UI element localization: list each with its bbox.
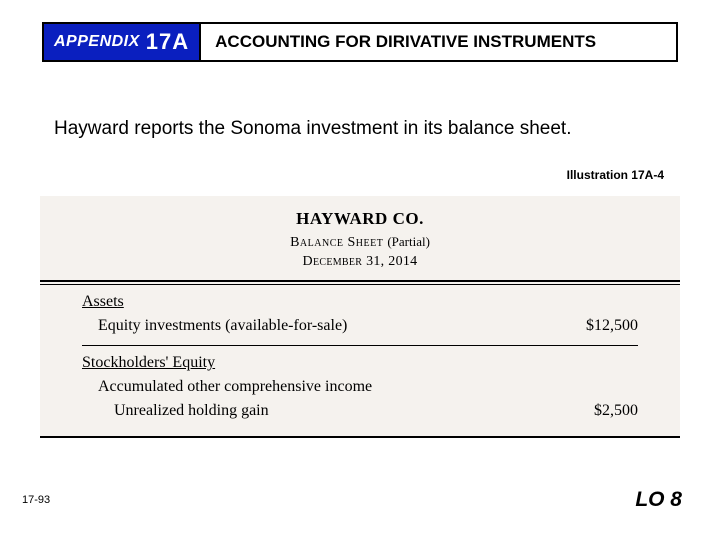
row-unrealized-gain: Unrealized holding gain $2,500 — [82, 402, 638, 420]
balance-sheet-header: HAYWARD CO. Balance Sheet (Partial) Dece… — [40, 208, 680, 272]
appendix-badge: APPENDIX 17A — [42, 22, 201, 62]
sheet-title-paren: (Partial) — [387, 234, 430, 249]
sheet-title-line: Balance Sheet (Partial) — [40, 231, 680, 253]
sheet-date: December 31, 2014 — [40, 253, 680, 272]
appendix-label: APPENDIX — [54, 33, 140, 51]
header-bar: APPENDIX 17A ACCOUNTING FOR DIRIVATIVE I… — [42, 22, 678, 62]
learning-objective-label: LO 8 — [635, 488, 682, 512]
header-title: ACCOUNTING FOR DIRIVATIVE INSTRUMENTS — [215, 32, 596, 52]
row-accum-oci: Accumulated other comprehensive income — [82, 378, 638, 396]
appendix-number: 17A — [146, 29, 189, 55]
intro-text: Hayward reports the Sonoma investment in… — [54, 118, 572, 140]
divider-thick — [40, 280, 680, 282]
balance-sheet-panel: HAYWARD CO. Balance Sheet (Partial) Dece… — [40, 196, 680, 438]
row-label: Accumulated other comprehensive income — [98, 378, 372, 396]
company-name: HAYWARD CO. — [40, 208, 680, 231]
row-value: $12,500 — [586, 317, 638, 335]
illustration-label: Illustration 17A-4 — [567, 168, 664, 182]
sheet-title: Balance Sheet — [290, 235, 383, 250]
row-label: Equity investments (available-for-sale) — [98, 317, 347, 335]
section-stockholders-equity: Stockholders' Equity — [82, 354, 638, 372]
page-number: 17-93 — [22, 494, 50, 506]
header-title-box: ACCOUNTING FOR DIRIVATIVE INSTRUMENTS — [201, 22, 678, 62]
row-value: $2,500 — [594, 402, 638, 420]
row-equity-investments: Equity investments (available-for-sale) … — [82, 317, 638, 335]
row-label: Unrealized holding gain — [114, 402, 269, 420]
section-assets: Assets — [82, 293, 638, 311]
divider-mid — [82, 345, 638, 346]
balance-sheet-body: Assets Equity investments (available-for… — [40, 285, 680, 426]
